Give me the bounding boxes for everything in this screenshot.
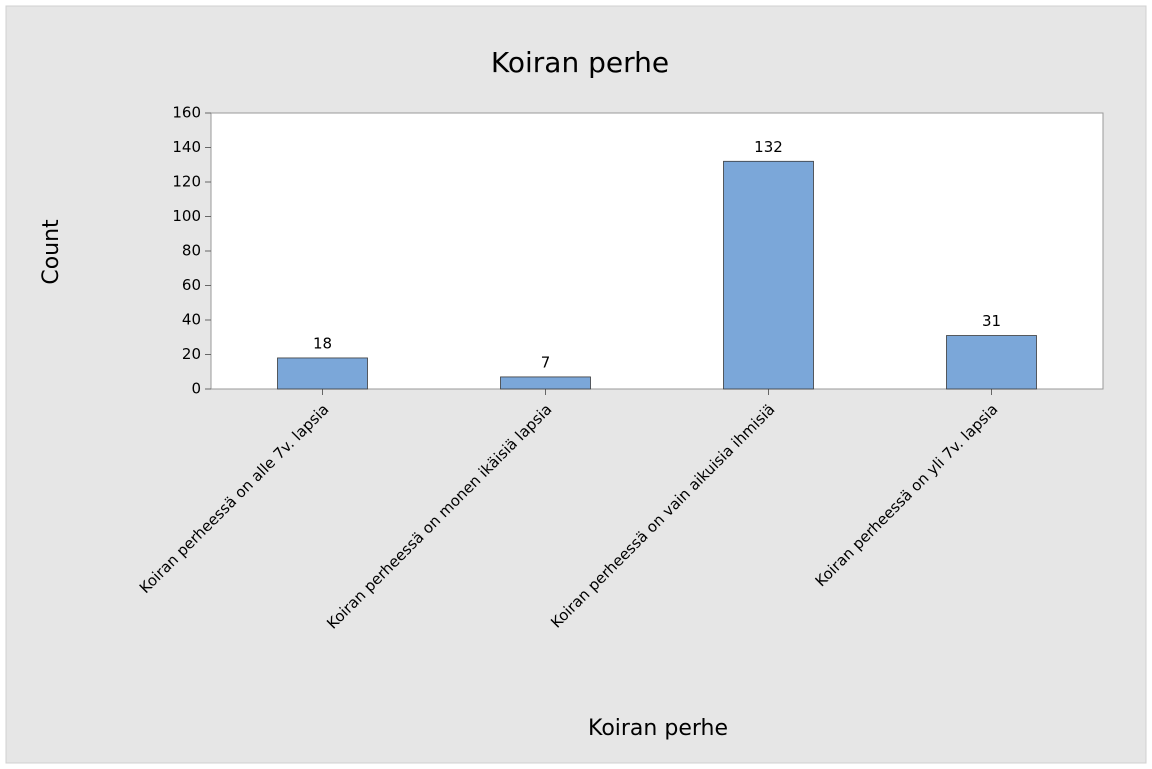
y-axis-label: Count (39, 219, 64, 285)
y-tick-label: 120 (172, 173, 201, 191)
value-label: 18 (313, 334, 332, 352)
y-tick-label: 160 (172, 104, 201, 122)
value-label: 31 (982, 312, 1001, 330)
value-label: 7 (541, 353, 551, 371)
chart-title: Koiran perhe (491, 46, 669, 79)
y-tick-label: 0 (191, 380, 201, 398)
bar (277, 357, 368, 390)
bar (723, 160, 814, 390)
y-tick-label: 60 (182, 276, 201, 294)
value-label: 132 (754, 138, 783, 156)
y-tick-label: 80 (182, 242, 201, 260)
bar (500, 376, 591, 390)
y-tick-label: 100 (172, 207, 201, 225)
y-tick-label: 140 (172, 138, 201, 156)
y-tick-label: 40 (182, 311, 201, 329)
bar (946, 335, 1037, 390)
x-axis-label: Koiran perhe (588, 716, 728, 741)
y-tick-label: 20 (182, 345, 201, 363)
